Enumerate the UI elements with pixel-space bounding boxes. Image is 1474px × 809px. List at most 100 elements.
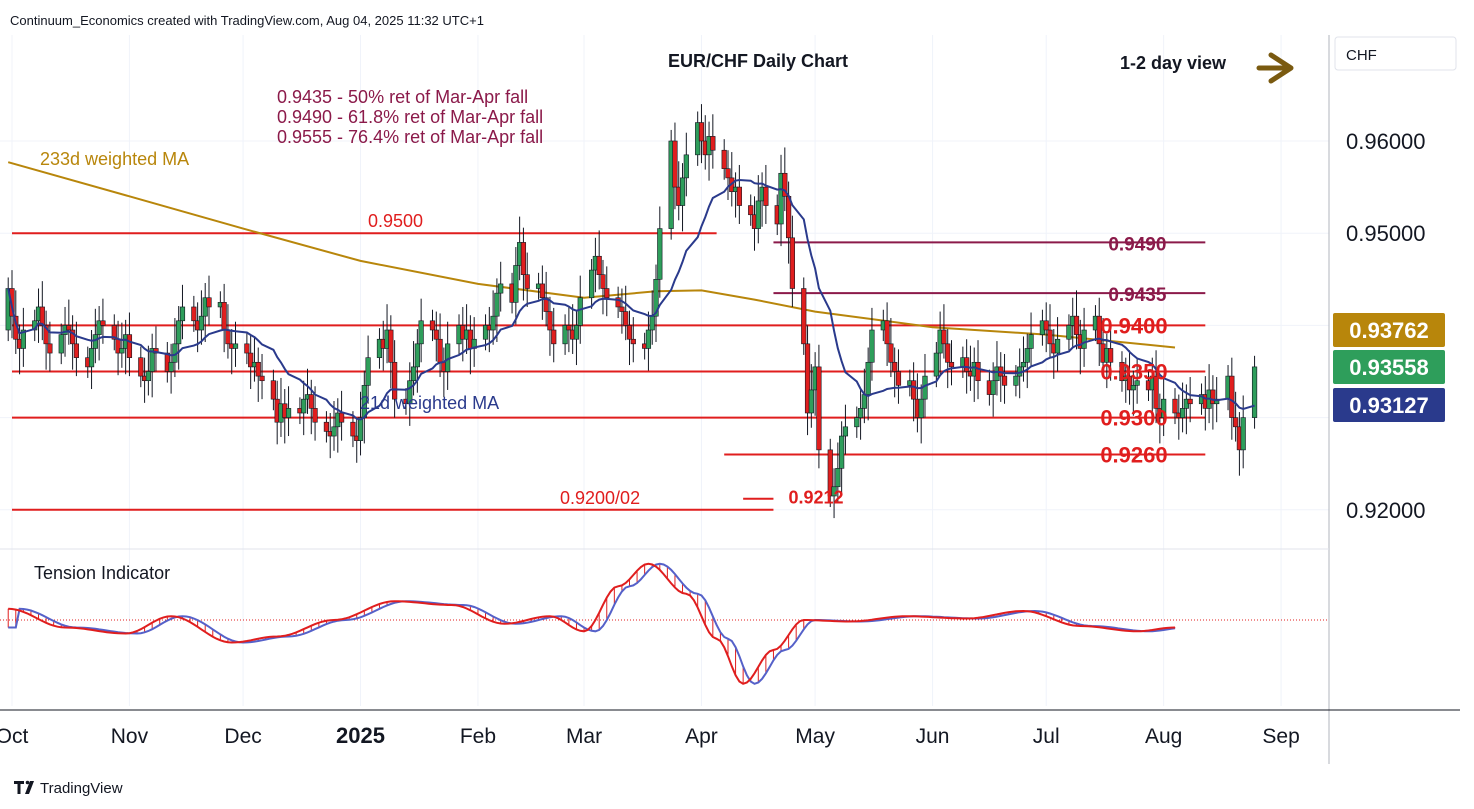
candle-body (615, 297, 621, 308)
candle-body (255, 361, 261, 377)
candle-body (842, 426, 849, 437)
candle-body (789, 237, 795, 289)
tension-indicator-title: Tension Indicator (34, 563, 170, 583)
candle-body (232, 343, 239, 349)
x-tick-label: Apr (685, 725, 718, 748)
tension-slow-line (8, 562, 1176, 685)
candle-body (975, 361, 981, 382)
candle-body (1073, 315, 1080, 335)
level-label: 0.9490 (1108, 234, 1166, 255)
candle-body (653, 278, 659, 317)
candle-body (895, 371, 902, 386)
candle-body (388, 329, 394, 363)
ma233-label: 233d weighted MA (40, 149, 189, 169)
candle-body (524, 274, 530, 289)
candle-body (816, 366, 822, 451)
candle-body (827, 449, 833, 497)
candle-body (626, 325, 633, 340)
candle-body (710, 136, 716, 151)
candle-body (1096, 315, 1102, 345)
level-label: 0.9500 (368, 211, 423, 231)
time-axis[interactable]: Oct Nov Dec 2025 Feb Mar Apr May Jun Jul Aug Sep (0, 723, 1300, 748)
candle-body (698, 122, 705, 142)
level-label: 0.9212 (788, 488, 843, 508)
x-tick-label: 2025 (336, 723, 385, 748)
candle-body (551, 329, 557, 345)
support-resistance-lines (12, 232, 1206, 511)
candle-body (721, 149, 727, 169)
candle-body (58, 334, 64, 354)
level-label: 0.9400 (1100, 313, 1167, 338)
candle-body (418, 320, 424, 345)
candle-body (301, 398, 307, 414)
candle-body (1043, 320, 1049, 331)
x-tick-label: Aug (1145, 725, 1182, 748)
candle-body (312, 408, 318, 423)
candle-body (1179, 408, 1186, 418)
candle-body (941, 329, 947, 345)
candle-body (865, 361, 871, 395)
candle-body (198, 315, 205, 331)
candle-body (786, 196, 792, 239)
price-badge (1333, 388, 1445, 422)
candle-body (1229, 375, 1235, 418)
price-badge (1333, 313, 1445, 347)
candle-body (407, 380, 413, 405)
level-label: 0.9435 (1108, 285, 1167, 306)
candle-body (111, 325, 117, 340)
candle-body (392, 361, 398, 400)
candle-body (119, 348, 125, 354)
candle-body (414, 343, 420, 368)
candle-body (547, 311, 553, 331)
price-axis[interactable]: 0.96000 0.95000 0.92000 (1346, 129, 1426, 523)
attribution-text: Continuum_Economics created with Trading… (10, 13, 484, 28)
candle-body (778, 172, 784, 225)
candle-body (763, 186, 769, 206)
candle-body (490, 315, 496, 331)
candle-body (1187, 398, 1193, 405)
level-labels: 0.9500 0.9490 0.9435 0.9400 0.9350 0.9300 0.92… (368, 211, 1168, 508)
chart-title: EUR/CHF Daily Chart (668, 51, 848, 71)
candle-body (839, 435, 845, 469)
candle-body (433, 329, 439, 340)
fib-note-3: 0.9555 - 76.4% ret of Mar-Apr fall (277, 127, 543, 147)
candle-body (88, 348, 95, 368)
x-tick-label: Dec (224, 725, 261, 748)
candle-body (513, 265, 519, 303)
candle-body (948, 361, 955, 368)
price-badge-text: 0.93762 (1349, 318, 1429, 343)
price-badge-text: 0.93558 (1349, 355, 1429, 380)
candle-body (39, 306, 45, 326)
candle-body (573, 325, 580, 340)
view-note: 1-2 day view (1120, 53, 1227, 73)
candle-body (804, 343, 811, 414)
candle-body (600, 274, 606, 289)
candle-body (206, 297, 212, 308)
candle-body (1047, 329, 1053, 345)
candle-body (596, 255, 602, 275)
x-tick-label: Jun (916, 725, 950, 748)
candle-body (149, 348, 155, 372)
candle-body (1214, 398, 1220, 405)
candle-body (835, 468, 841, 488)
candle-body (1024, 348, 1030, 363)
x-tick-label: Mar (566, 725, 602, 748)
candle-body (357, 417, 364, 441)
candle-body (270, 380, 276, 400)
candle-body (801, 288, 807, 345)
candle-body (1161, 398, 1167, 418)
candle-body (520, 242, 527, 275)
price-badge-text: 0.93127 (1349, 393, 1429, 418)
candle-body (20, 329, 26, 349)
candle-body (604, 288, 610, 299)
candle-body (649, 315, 655, 331)
candle-body (1119, 361, 1125, 382)
candle-body (176, 320, 182, 345)
candle-body (1108, 348, 1114, 363)
candle-body (350, 421, 356, 437)
currency-box[interactable] (1334, 36, 1457, 71)
candle-body (191, 306, 197, 322)
tension-indicator (0, 562, 1329, 685)
candle-body (1134, 380, 1140, 386)
candle-body (645, 329, 652, 349)
